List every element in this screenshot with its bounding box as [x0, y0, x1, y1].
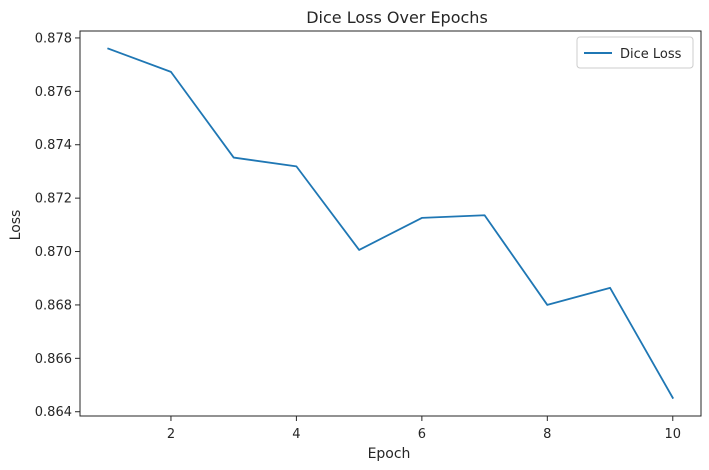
y-tick-label: 0.878 — [35, 31, 72, 46]
y-axis-ticks: 0.864 0.866 0.868 0.870 0.872 0.874 0.876 0.878 — [35, 31, 80, 420]
x-tick-label: 8 — [543, 427, 551, 442]
x-axis-label: Epoch — [368, 446, 411, 462]
series-line-dice-loss — [107, 47, 674, 400]
series-layer — [107, 47, 674, 400]
x-tick-label: 2 — [167, 427, 175, 442]
legend: Dice Loss — [576, 36, 694, 69]
chart-title: Dice Loss Over Epochs — [306, 8, 488, 27]
y-tick-label: 0.868 — [35, 298, 72, 313]
x-tick-label: 4 — [292, 427, 300, 442]
y-tick-label: 0.876 — [35, 85, 72, 100]
y-tick-label: 0.872 — [35, 192, 72, 207]
x-tick-label: 10 — [664, 427, 681, 442]
y-tick-label: 0.874 — [35, 138, 72, 153]
x-axis-ticks: 2 4 6 8 10 — [167, 416, 681, 442]
x-tick-label: 6 — [418, 427, 426, 442]
legend-box — [576, 36, 694, 69]
legend-entry-dice-loss: Dice Loss — [620, 47, 682, 62]
y-tick-label: 0.870 — [35, 245, 72, 260]
y-tick-label: 0.864 — [35, 405, 72, 420]
y-tick-label: 0.866 — [35, 352, 72, 367]
y-axis-label: Loss — [8, 210, 24, 241]
plot-frame — [79, 30, 702, 417]
plot-area — [79, 30, 702, 417]
